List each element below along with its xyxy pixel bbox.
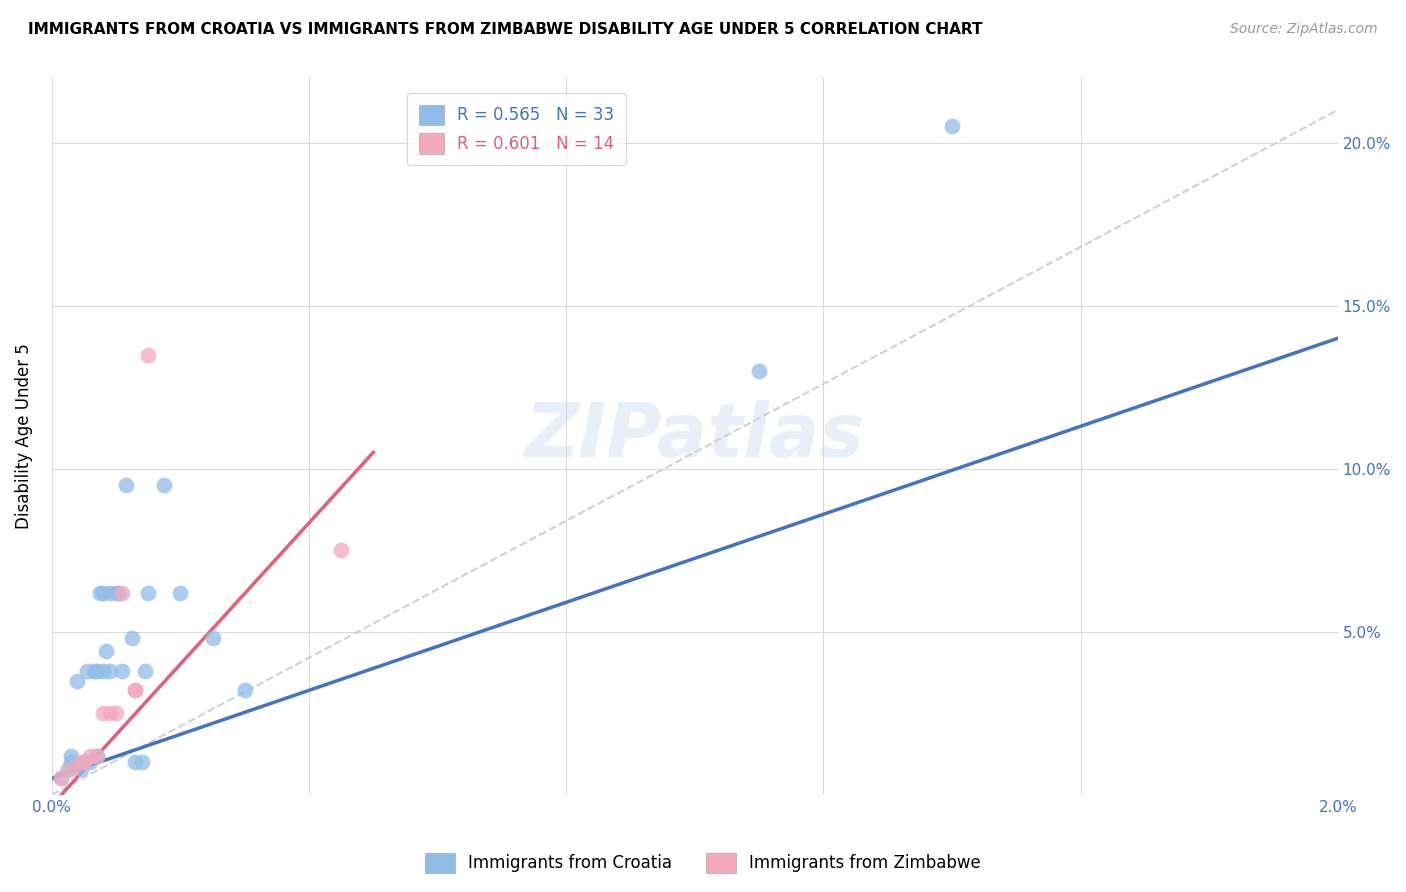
Point [51, 772, 73, 786]
Legend: R = 0.565   N = 33, R = 0.601   N = 14: R = 0.565 N = 33, R = 0.601 N = 14 [408, 93, 626, 165]
Point [91, 706, 114, 721]
Point [136, 585, 159, 599]
Point [111, 664, 134, 678]
Point [330, 543, 353, 558]
Point [134, 664, 156, 678]
Point [51, 772, 73, 786]
Point [91, 585, 114, 599]
Point [69, 762, 91, 776]
Text: Source: ZipAtlas.com: Source: ZipAtlas.com [1230, 22, 1378, 37]
Point [748, 364, 770, 378]
Legend: Immigrants from Croatia, Immigrants from Zimbabwe: Immigrants from Croatia, Immigrants from… [419, 847, 987, 880]
Point [98, 706, 121, 721]
Point [124, 755, 146, 769]
Point [124, 683, 146, 698]
Point [941, 120, 963, 134]
Point [136, 347, 159, 361]
Point [86, 664, 108, 678]
Point [76, 664, 98, 678]
Point [114, 478, 136, 492]
Point [201, 631, 224, 645]
Point [98, 664, 121, 678]
Point [105, 585, 128, 599]
Point [79, 748, 101, 763]
Point [56, 762, 79, 776]
Point [121, 631, 143, 645]
Point [124, 683, 146, 698]
Text: ZIPatlas: ZIPatlas [524, 400, 865, 473]
Point [60, 755, 83, 769]
Point [60, 762, 83, 776]
Point [111, 585, 134, 599]
Point [153, 478, 176, 492]
Point [66, 673, 89, 688]
Point [89, 585, 111, 599]
Y-axis label: Disability Age Under 5: Disability Age Under 5 [15, 343, 32, 529]
Point [105, 706, 128, 721]
Point [60, 748, 83, 763]
Point [131, 755, 153, 769]
Point [86, 748, 108, 763]
Point [96, 644, 118, 658]
Point [98, 585, 121, 599]
Point [108, 585, 131, 599]
Point [233, 683, 256, 698]
Text: IMMIGRANTS FROM CROATIA VS IMMIGRANTS FROM ZIMBABWE DISABILITY AGE UNDER 5 CORRE: IMMIGRANTS FROM CROATIA VS IMMIGRANTS FR… [28, 22, 983, 37]
Point [79, 755, 101, 769]
Point [73, 755, 96, 769]
Point [69, 755, 91, 769]
Point [73, 755, 96, 769]
Point [86, 748, 108, 763]
Point [169, 585, 191, 599]
Point [83, 664, 105, 678]
Point [91, 664, 114, 678]
